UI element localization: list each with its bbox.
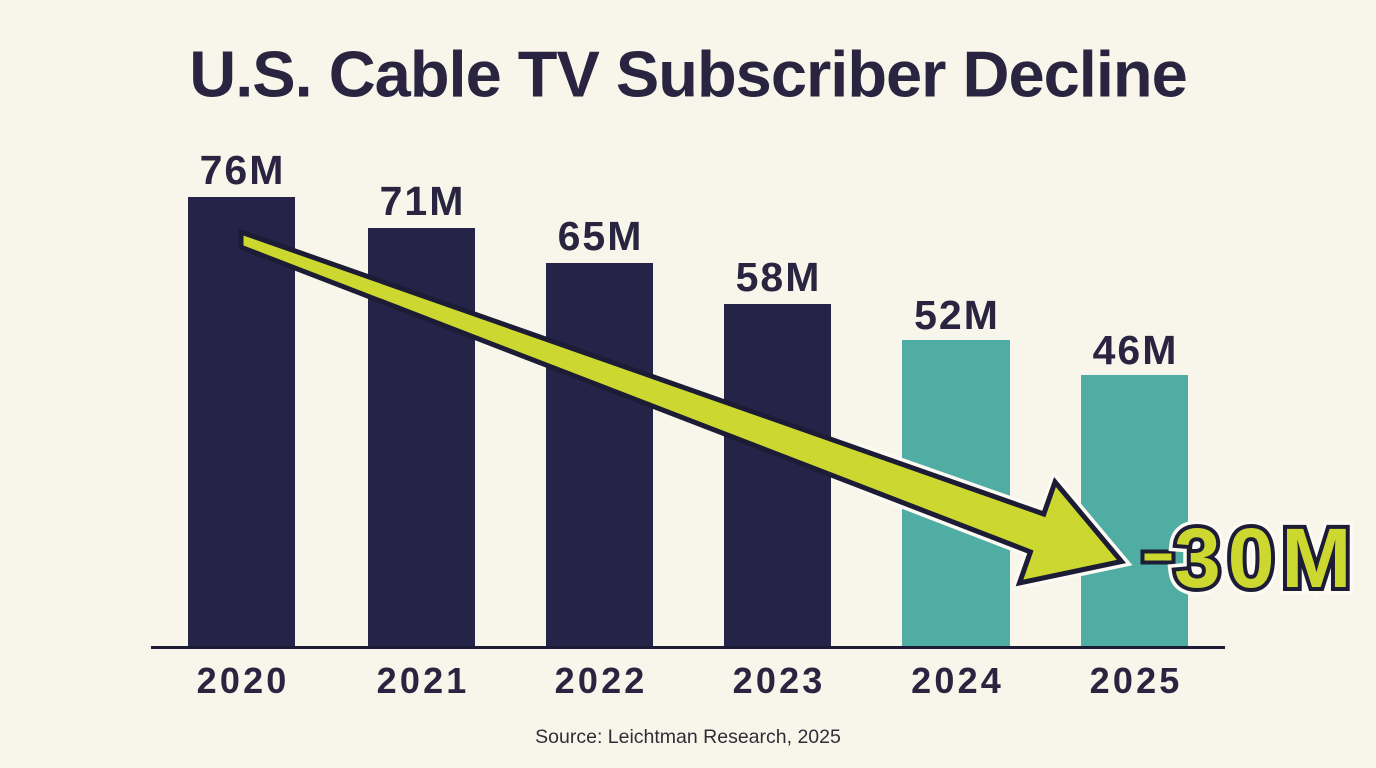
svg-text:58M: 58M [736, 254, 822, 300]
svg-text:2021: 2021 [377, 660, 470, 701]
svg-text:2025: 2025 [1090, 660, 1183, 701]
svg-text:76M: 76M [200, 147, 286, 193]
svg-text:46M: 46M [1093, 327, 1179, 373]
svg-text:2022: 2022 [555, 660, 648, 701]
svg-text:52M: 52M [914, 292, 1000, 338]
svg-text:Source: Leichtman Research, 20: Source: Leichtman Research, 2025 [535, 726, 841, 748]
svg-text:2020: 2020 [197, 660, 290, 701]
svg-text:2023: 2023 [733, 660, 826, 701]
svg-text:U.S. Cable TV Subscriber Decli: U.S. Cable TV Subscriber Decline [189, 38, 1187, 111]
svg-text:65M: 65M [558, 213, 644, 259]
svg-text:30M: 30M [1174, 511, 1358, 605]
svg-text:2024: 2024 [911, 660, 1004, 701]
svg-text:71M: 71M [380, 178, 466, 224]
svg-text:30M: 30M [1174, 511, 1358, 605]
